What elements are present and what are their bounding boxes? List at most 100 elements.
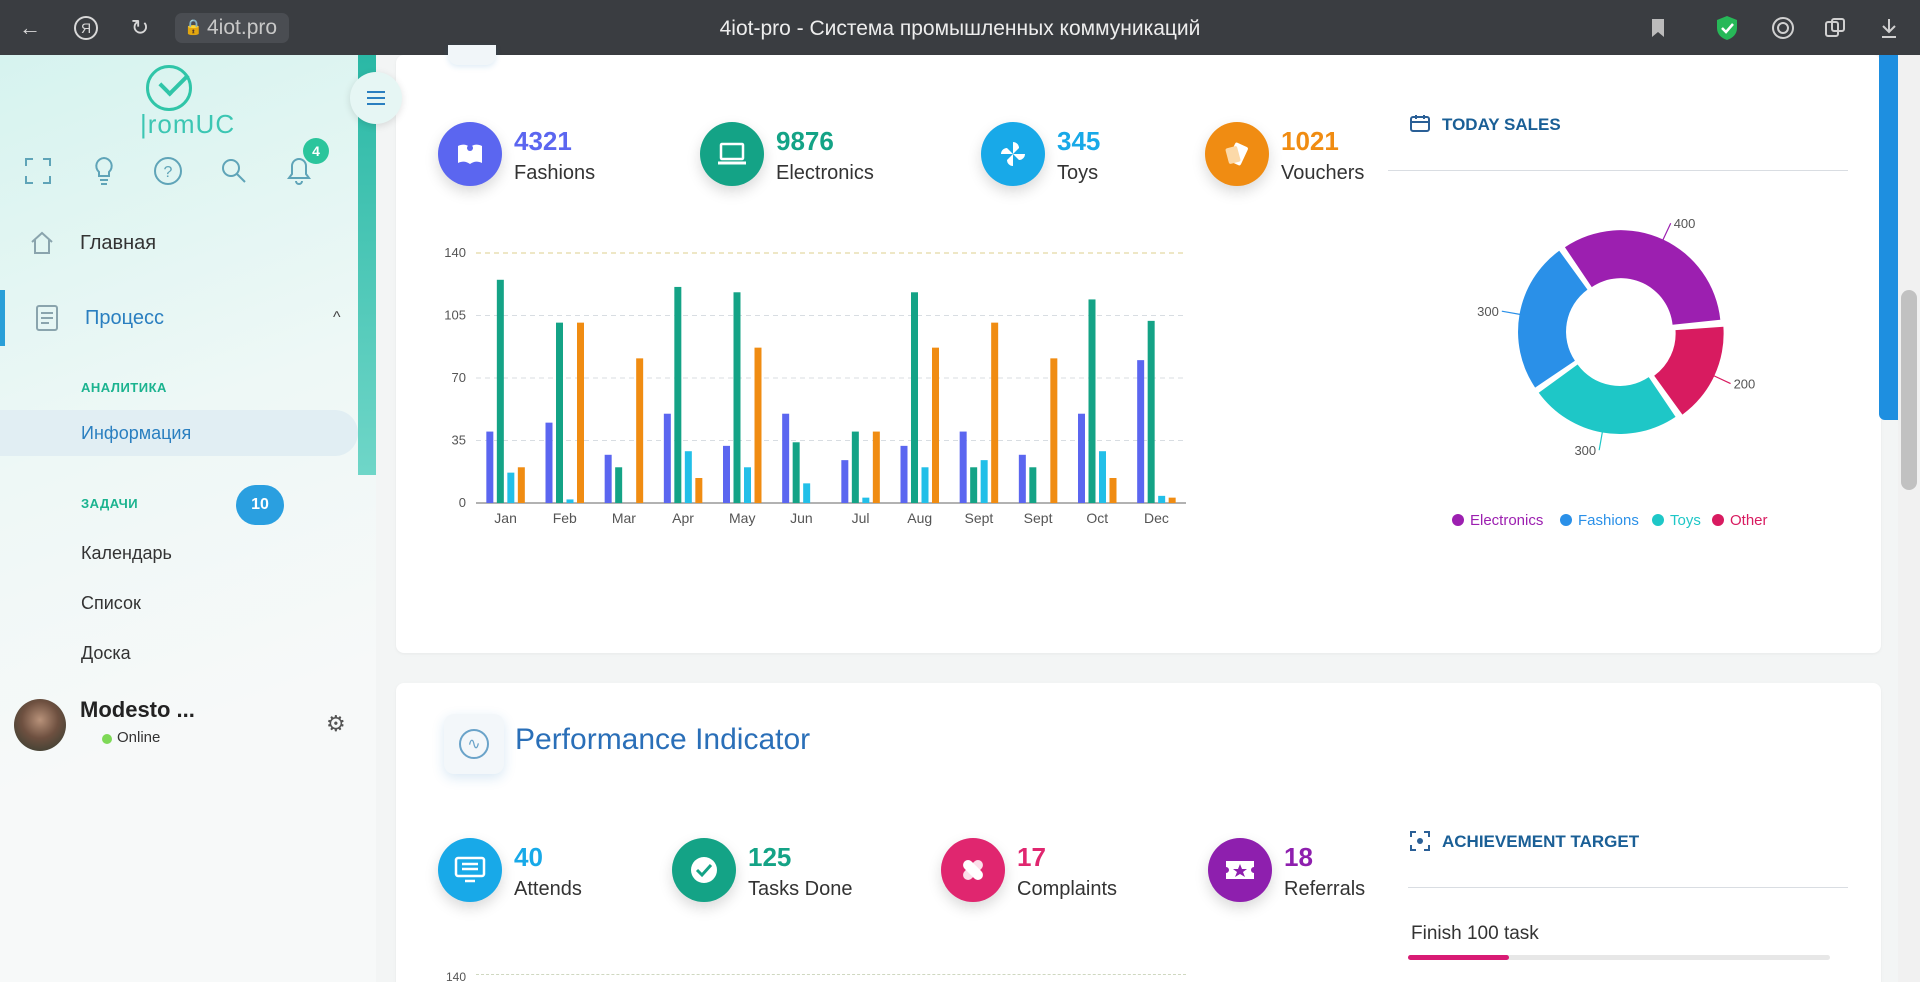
menu-toggle-button[interactable] <box>350 72 402 124</box>
legend-marker <box>1560 514 1572 526</box>
back-arrow-icon[interactable]: ← <box>19 15 41 40</box>
stat-value: 125 <box>748 842 792 872</box>
data-label-connector <box>1598 428 1604 451</box>
stat-label: Toys <box>1057 162 1099 184</box>
fullscreen-icon[interactable] <box>22 155 54 187</box>
promuc-logo[interactable]: |romUC <box>140 65 234 145</box>
bar-feb-series-3 <box>566 499 574 503</box>
stat-label: Vouchers <box>1281 162 1365 184</box>
scrollbar-thumb[interactable] <box>1901 290 1917 490</box>
x-tick-label: Oct <box>1086 510 1108 526</box>
legend-label: Toys <box>1670 512 1701 529</box>
bookmark-icon[interactable] <box>1645 15 1671 41</box>
address-bar[interactable]: 🔒 4iot.pro <box>175 13 290 43</box>
x-tick-label: Aug <box>907 510 932 526</box>
x-tick-label: Dec <box>1144 510 1169 526</box>
legend-item-other[interactable]: Other <box>1712 512 1768 529</box>
stat-vouchers: 1021 Vouchers <box>1205 122 1405 192</box>
user-status-text: Online <box>117 729 161 746</box>
legend-item-fashions[interactable]: Fashions <box>1560 512 1639 529</box>
gear-icon[interactable]: ⚙ <box>326 711 346 736</box>
reload-icon[interactable]: ↻ <box>130 15 150 40</box>
bar-jan-series-1 <box>486 431 494 503</box>
user-name[interactable]: Modesto ... <box>80 697 195 722</box>
bar-jul-series-4 <box>872 431 880 503</box>
page-scrollbar[interactable] <box>1898 55 1920 982</box>
chevron-up-icon[interactable]: ^ <box>333 309 341 326</box>
bar-jan-series-4 <box>517 467 525 503</box>
bar-may-series-2 <box>733 292 741 503</box>
sidebar-item-board[interactable]: Доска <box>81 643 131 663</box>
stat-attends: 40 Attends <box>438 838 638 908</box>
bandage-icon <box>941 838 1005 902</box>
legend-marker <box>1452 514 1464 526</box>
avatar[interactable] <box>14 699 66 751</box>
shield-icon[interactable] <box>1714 15 1740 41</box>
achievement-target-title: ACHIEVEMENT TARGET <box>1410 831 1640 852</box>
data-label-connector <box>1710 373 1731 385</box>
nav-item-home[interactable]: Главная <box>0 215 360 271</box>
bar-mar-series-2 <box>615 467 623 503</box>
bar-aug-series-3 <box>921 467 929 503</box>
hamburger-icon <box>367 97 385 99</box>
nav-item-process[interactable]: Процесс ^ <box>0 290 360 346</box>
sidebar-item-calendar[interactable]: Календарь <box>81 543 172 563</box>
lightbulb-icon[interactable] <box>88 155 120 187</box>
search-icon[interactable] <box>218 155 250 187</box>
lock-icon: 🔒 <box>184 19 203 36</box>
page-title: 4iot-pro - Система промышленных коммуник… <box>719 17 1201 40</box>
pinwheel-icon <box>981 122 1045 186</box>
sales-card <box>396 45 1881 653</box>
sidebar-item-information[interactable]: Информация <box>81 423 192 443</box>
bar-mar-series-4 <box>636 358 644 503</box>
document-icon <box>33 304 61 332</box>
download-icon[interactable] <box>1876 15 1902 41</box>
yandex-icon[interactable]: Я <box>72 14 100 42</box>
bar-jan-series-2 <box>496 279 504 503</box>
bar-jun-series-2 <box>792 442 800 503</box>
bar-dec-series-4 <box>1168 497 1176 503</box>
active-item-highlight <box>0 410 358 456</box>
bell-icon[interactable] <box>283 155 315 187</box>
notification-badge: 4 <box>303 138 329 164</box>
protect-icon[interactable] <box>1770 15 1796 41</box>
legend-marker <box>1652 514 1664 526</box>
stat-toys: 345 Toys <box>981 122 1161 192</box>
nav-item-label: Главная <box>80 231 157 254</box>
bar-oct-series-2 <box>1088 299 1096 503</box>
legend-label: Fashions <box>1578 512 1639 529</box>
achievement-target-label: ACHIEVEMENT TARGET <box>1442 832 1640 851</box>
help-icon[interactable]: ? <box>152 155 184 187</box>
divider <box>1408 887 1848 888</box>
svg-text:?: ? <box>164 164 173 181</box>
sidebar-toolbar: ? <box>0 155 340 205</box>
legend-label: Electronics <box>1470 512 1544 529</box>
stat-label: Fashions <box>514 162 596 184</box>
section-label-tasks: ЗАДАЧИ <box>81 496 139 511</box>
x-tick-label: Jun <box>790 510 813 526</box>
x-tick-label: Jan <box>494 510 517 526</box>
book-icon <box>438 122 502 186</box>
data-label: 200 <box>1734 377 1756 392</box>
target-icon <box>1410 831 1430 856</box>
legend-item-electronics[interactable]: Electronics <box>1452 512 1543 529</box>
x-tick-label: Apr <box>672 510 694 526</box>
x-tick-label: Mar <box>612 510 636 526</box>
task-label: Finish 100 task <box>1411 923 1539 944</box>
extensions-icon[interactable] <box>1822 15 1848 41</box>
donut-slice-other <box>1654 326 1724 415</box>
monthly-sales-bar-chart: 0 35 70 105 140 Jan Feb Mar Apr May Jun Jul Aug Sept S… <box>444 245 1186 526</box>
bar-feb-series-4 <box>577 322 584 503</box>
data-label: 400 <box>1674 216 1696 231</box>
bar-sept-series-2 <box>1029 467 1037 503</box>
sidebar-item-list[interactable]: Список <box>81 593 141 613</box>
bar-jul-series-1 <box>841 460 849 503</box>
legend-item-toys[interactable]: Toys <box>1652 512 1701 529</box>
x-tick-label: Jul <box>852 510 870 526</box>
bar-sept-series-3 <box>980 460 988 503</box>
data-label: 300 <box>1574 443 1596 458</box>
stat-label: Electronics <box>776 162 874 184</box>
divider <box>1388 170 1848 171</box>
section-label-analytics: АНАЛИТИКА <box>81 380 167 395</box>
bar-aug-series-2 <box>911 292 918 503</box>
